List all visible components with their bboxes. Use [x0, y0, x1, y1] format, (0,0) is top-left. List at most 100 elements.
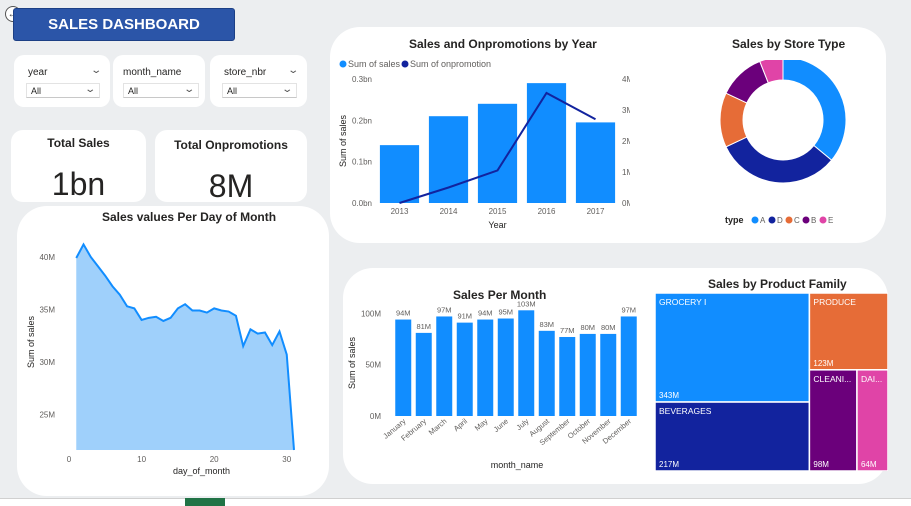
- treemap-value: 343M: [659, 391, 679, 400]
- x-tick-label: 0: [67, 455, 72, 464]
- legend-label-onpromotion: Sum of onpromotion: [410, 59, 491, 69]
- legend-label-sales: Sum of sales: [348, 59, 401, 69]
- treemap-value: 217M: [659, 460, 679, 469]
- area-line[interactable]: [75, 242, 295, 451]
- chevron-down-icon[interactable]: ⌄: [89, 65, 102, 76]
- bar-august[interactable]: [538, 330, 555, 416]
- slicer-store-nbr[interactable]: store_nbr ⌄ All ⌄: [210, 55, 307, 107]
- x-tick-label: March: [427, 417, 449, 437]
- bar-april[interactable]: [456, 322, 473, 416]
- x-axis-label: month_name: [491, 460, 544, 470]
- line-onpromotion[interactable]: [399, 91, 596, 204]
- bar-sales-2013[interactable]: [379, 145, 420, 203]
- kpi-label: Total Onpromotions: [174, 138, 288, 152]
- bar-november[interactable]: [600, 333, 617, 416]
- chart-axes: 25M 30M 35M 40M 0 10 20 30 day_of_month Sum of sa…: [26, 253, 292, 476]
- bar-sales-2016[interactable]: [526, 83, 567, 203]
- legend-label-A: A: [760, 216, 766, 225]
- x-axis-label: day_of_month: [173, 466, 230, 476]
- chart-legend: Sum of sales Sum of onpromotion: [339, 59, 491, 69]
- slicer-month-name[interactable]: month_name All ⌄: [113, 55, 205, 107]
- legend-marker-D[interactable]: [768, 216, 776, 224]
- chart-title: Sales values Per Day of Month: [102, 210, 277, 224]
- legend-marker-E[interactable]: [819, 216, 827, 224]
- bar-february[interactable]: [415, 332, 432, 416]
- bar-january[interactable]: [395, 319, 412, 416]
- x-tick-label: 2016: [538, 207, 556, 216]
- data-label: 95M: [498, 308, 513, 317]
- sheet-tab[interactable]: [185, 498, 225, 506]
- x-tick-label: 2014: [440, 207, 458, 216]
- slicer-dropdown[interactable]: All ⌄: [26, 83, 100, 98]
- bar-sales-2014[interactable]: [428, 116, 469, 203]
- data-label: 80M: [601, 323, 616, 332]
- bar-july[interactable]: [518, 310, 535, 416]
- treemap-label: GROCERY I: [659, 297, 706, 307]
- combo-chart-sales-onpromotions: Sum of sales Sum of onpromotion 0.0bn 0.1b…: [338, 59, 630, 230]
- treemap-tile-1[interactable]: [655, 401, 811, 471]
- treemap-tile-0[interactable]: [655, 293, 811, 403]
- donut-slice-A[interactable]: [782, 60, 847, 161]
- chevron-down-icon[interactable]: ⌄: [286, 65, 299, 76]
- legend-marker-sales[interactable]: [339, 60, 347, 68]
- legend-marker-C[interactable]: [785, 216, 793, 224]
- bar-sales-2017[interactable]: [575, 122, 616, 203]
- bar-december[interactable]: [620, 316, 637, 416]
- data-label: 91M: [457, 312, 472, 321]
- slicer-year[interactable]: year ⌄ All ⌄: [14, 55, 110, 107]
- bar-september[interactable]: [559, 336, 576, 416]
- legend-marker-A[interactable]: [751, 216, 759, 224]
- data-label: 97M: [437, 305, 452, 314]
- y-tick-label: 30M: [39, 358, 55, 367]
- bar-march[interactable]: [436, 316, 453, 416]
- legend-label-E: E: [828, 216, 833, 225]
- bar-june[interactable]: [497, 318, 514, 416]
- chevron-down-icon[interactable]: ⌄: [280, 84, 293, 95]
- bottom-scrollbar[interactable]: [0, 498, 911, 506]
- donut-slice-E[interactable]: [759, 60, 784, 84]
- x-tick-label: 20: [210, 455, 219, 464]
- x-tick-label: April: [452, 416, 470, 433]
- treemap-value: 64M: [861, 460, 877, 469]
- slicer-dropdown[interactable]: All ⌄: [123, 83, 199, 98]
- y-tick-label: 0M: [370, 412, 381, 421]
- donut-chart-store-type: type A D C B E: [719, 60, 847, 225]
- y-axis-label: Sum of sales: [338, 114, 348, 167]
- treemap-tile-3[interactable]: [808, 369, 858, 471]
- legend-marker-B[interactable]: [802, 216, 810, 224]
- y-tick-label: 25M: [39, 410, 55, 419]
- bar-october[interactable]: [579, 333, 596, 416]
- chevron-down-icon[interactable]: ⌄: [83, 84, 96, 95]
- y-tick-label: 0.1bn: [352, 158, 372, 167]
- area-series[interactable]: [75, 242, 295, 451]
- treemap-label: DAI...: [861, 374, 882, 384]
- slicer-label: store_nbr: [224, 67, 267, 78]
- line-series[interactable]: [399, 91, 596, 204]
- x-tick-label: June: [492, 417, 510, 434]
- y-tick-label: 0.3bn: [352, 75, 372, 84]
- data-label: 83M: [539, 320, 554, 329]
- legend-title: type: [725, 215, 744, 225]
- slicer-label: month_name: [123, 67, 182, 78]
- treemap-tile-4[interactable]: [856, 369, 888, 471]
- bar-may[interactable]: [477, 319, 494, 416]
- slicer-dropdown[interactable]: All ⌄: [222, 83, 297, 98]
- chart-title: Sales Per Month: [453, 288, 547, 302]
- y-tick-label: 100M: [361, 309, 381, 318]
- kpi-total-sales: Total Sales 1bn: [11, 130, 146, 202]
- x-tick-label: 2015: [489, 207, 507, 216]
- area-chart-sales-per-day: 25M 30M 35M 40M 0 10 20 30 day_of_month Sum of sa…: [26, 242, 295, 476]
- data-label: 77M: [560, 326, 575, 335]
- legend-marker-onpromotion[interactable]: [401, 60, 409, 68]
- bar-sales-2015[interactable]: [477, 103, 518, 203]
- donut-slices[interactable]: [719, 60, 847, 184]
- dashboard-title-button[interactable]: SALES DASHBOARD: [13, 8, 235, 41]
- bar-series[interactable]: [379, 83, 616, 203]
- y2-tick-label: 1M: [622, 168, 630, 177]
- bar-series[interactable]: 94M 81M 97M 91M 94M 95M 103M 83M 77M 80M 80M 97M: [395, 299, 637, 416]
- chevron-down-icon[interactable]: ⌄: [182, 84, 195, 95]
- y-tick-label: 40M: [39, 253, 55, 262]
- treemap-tiles[interactable]: GROCERY I 343M BEVERAGES 217M PRODUCE 123M CLE…: [655, 293, 888, 471]
- area-fill[interactable]: [76, 244, 295, 450]
